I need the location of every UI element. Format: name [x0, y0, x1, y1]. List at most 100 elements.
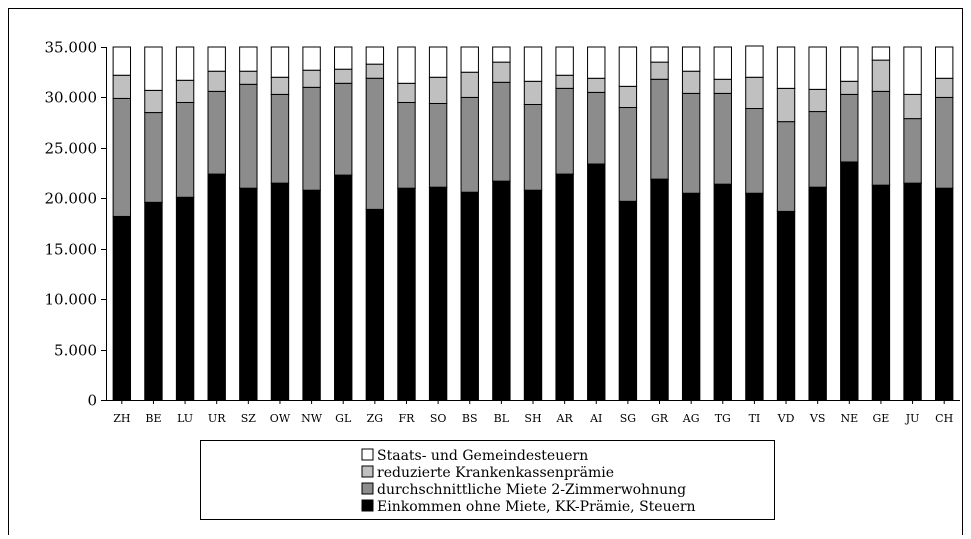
- bar-segment-sh-s3: [523, 46, 543, 82]
- bar-segment-gr-s1: [650, 78, 669, 180]
- bar-segment-ag-s1: [681, 92, 701, 194]
- bar-segment-sg-s3: [618, 46, 638, 87]
- y-tick-label: 15.000: [45, 241, 98, 259]
- bar-segment-bl-s3: [492, 46, 511, 63]
- x-tick-label: VD: [777, 412, 795, 425]
- bar-segment-sz-s0: [239, 187, 258, 401]
- bar-segment-gr-s3: [650, 46, 669, 63]
- bar-segment-bl-s0: [492, 180, 511, 401]
- bar-segment-zg-s1: [365, 77, 385, 210]
- x-tick-label: FR: [399, 412, 416, 425]
- bar-segment-bs-s0: [460, 191, 479, 401]
- bar-segment-zh-s0: [112, 215, 132, 401]
- y-tick-label: 35.000: [45, 39, 98, 57]
- bar-segment-ur-s1: [207, 90, 226, 175]
- x-tick-label: GR: [651, 412, 669, 425]
- bar-segment-gr-s0: [650, 178, 669, 401]
- legend-entry-label: Einkommen ohne Miete, KK-Prämie, Steuern: [377, 499, 696, 515]
- bar-segment-ne-s3: [840, 46, 859, 82]
- x-tick-label: LU: [177, 412, 193, 425]
- bar-segment-fr-s1: [397, 101, 416, 189]
- bar-segment-tg-s3: [713, 46, 732, 80]
- legend-swatch: [361, 499, 374, 512]
- bar-segment-lu-s2: [175, 79, 195, 103]
- bar-segment-ar-s0: [555, 173, 574, 401]
- bar-segment-ge-s3: [871, 46, 891, 61]
- bar-segment-ur-s3: [207, 46, 226, 72]
- bar-segment-fr-s2: [397, 82, 416, 103]
- y-tick-label: 25.000: [45, 140, 98, 158]
- bar-segment-ti-s1: [745, 108, 764, 194]
- x-tick-label: BE: [145, 412, 161, 425]
- x-tick-label: SH: [524, 412, 541, 425]
- legend-entry-label: durchschnittliche Miete 2-Zimmerwohnung: [377, 482, 686, 498]
- legend-swatch: [361, 482, 374, 495]
- bar-segment-ar-s2: [555, 74, 574, 89]
- bar-segment-ti-s0: [745, 192, 764, 401]
- x-tick-label: JU: [905, 412, 920, 425]
- x-tick-label: CH: [935, 412, 953, 425]
- x-tick-label: VS: [809, 412, 825, 425]
- bar-segment-ai-s3: [587, 46, 606, 79]
- bar-segment-zh-s2: [112, 74, 132, 99]
- x-tick-label: SZ: [241, 412, 257, 425]
- bar-segment-sz-s3: [239, 46, 258, 72]
- bar-segment-zg-s3: [365, 46, 385, 65]
- x-tick-label: NW: [301, 412, 323, 425]
- bar-segment-bl-s1: [492, 81, 511, 182]
- bar-segment-ag-s2: [681, 70, 701, 94]
- bar-segment-tg-s0: [713, 183, 732, 401]
- bar-segment-ti-s2: [745, 76, 764, 110]
- bar-segment-so-s3: [428, 46, 448, 78]
- bar-segment-so-s2: [428, 76, 448, 104]
- bar-segment-ar-s3: [555, 46, 574, 76]
- bar-segment-ch-s0: [934, 187, 954, 401]
- bar-segment-lu-s1: [175, 101, 195, 198]
- bar-segment-ow-s3: [270, 46, 290, 78]
- legend-swatch: [361, 465, 374, 478]
- x-tick-label: TI: [749, 412, 761, 425]
- bar-segment-zg-s0: [365, 208, 385, 401]
- bar-segment-ti-s3: [745, 45, 764, 78]
- bar-segment-ow-s0: [270, 182, 290, 401]
- bar-segment-gl-s1: [334, 82, 353, 176]
- bar-segment-ch-s1: [934, 96, 954, 189]
- bar-segment-gr-s2: [650, 61, 669, 80]
- legend-swatch: [361, 448, 374, 461]
- bar-segment-fr-s0: [397, 187, 416, 401]
- bar-segment-sh-s1: [523, 103, 543, 191]
- bar-segment-vd-s2: [776, 87, 796, 123]
- bar-segment-sh-s0: [523, 189, 543, 401]
- bar-segment-tg-s1: [713, 92, 732, 185]
- bar-segment-ju-s3: [903, 46, 922, 95]
- bar-segment-tg-s2: [713, 78, 732, 94]
- bar-segment-ge-s1: [871, 90, 891, 186]
- bar-segment-vd-s1: [776, 121, 796, 212]
- x-tick-label: ZG: [367, 412, 383, 425]
- bar-segment-ne-s0: [840, 161, 859, 401]
- bar-segment-vs-s0: [808, 186, 827, 401]
- x-tick-label: AI: [589, 412, 602, 425]
- x-tick-label: SG: [620, 412, 636, 425]
- bar-segment-bs-s3: [460, 46, 479, 73]
- bar-segment-sg-s1: [618, 107, 638, 202]
- bar-segment-be-s1: [144, 112, 163, 203]
- bar-segment-vs-s1: [808, 111, 827, 188]
- bar-segment-sh-s2: [523, 80, 543, 105]
- bar-segment-ne-s2: [840, 80, 859, 95]
- bar-segment-ne-s1: [840, 93, 859, 163]
- y-tick-label: 30.000: [45, 89, 98, 107]
- y-tick-label: 5.000: [54, 342, 97, 360]
- bar-segment-sz-s1: [239, 83, 258, 189]
- bar-segment-bl-s2: [492, 61, 511, 83]
- bar-segment-be-s0: [144, 201, 163, 401]
- bar-segment-be-s3: [144, 46, 163, 91]
- bar-segment-bs-s2: [460, 71, 479, 98]
- legend-entry-label: reduzierte Krankenkassenprämie: [377, 465, 614, 481]
- x-tick-labels: ZH BE LU UR SZ OW NW GL ZG FR SO BS BL SH AR AI SG GR AG TG…: [113, 412, 953, 425]
- bar-segment-bs-s1: [460, 96, 479, 193]
- x-tick-label: SO: [430, 412, 447, 425]
- legend-box: [200, 440, 775, 520]
